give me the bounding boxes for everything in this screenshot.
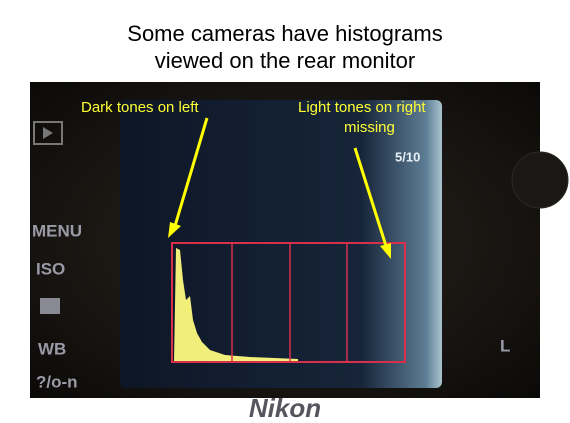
camera-label: ?/o-n — [36, 372, 78, 391]
slide: Some cameras have histograms viewed on t… — [0, 0, 570, 423]
title-line: Some cameras have histograms — [127, 21, 442, 46]
annotation: missing — [344, 119, 395, 136]
annotation: Light tones on right — [298, 99, 426, 116]
camera-label: MENU — [32, 221, 82, 240]
annotation: Dark tones on left — [81, 99, 199, 116]
dial — [512, 152, 568, 208]
camera-label: L — [500, 336, 510, 355]
page: Some cameras have histograms viewed on t… — [0, 0, 570, 423]
title-line: viewed on the rear monitor — [155, 48, 415, 73]
image-counter: 5/10 — [395, 149, 420, 164]
qual-icon — [40, 298, 60, 314]
brand-logo: Nikon — [249, 393, 321, 423]
camera-label: WB — [38, 339, 66, 358]
camera-label: ISO — [36, 259, 65, 278]
